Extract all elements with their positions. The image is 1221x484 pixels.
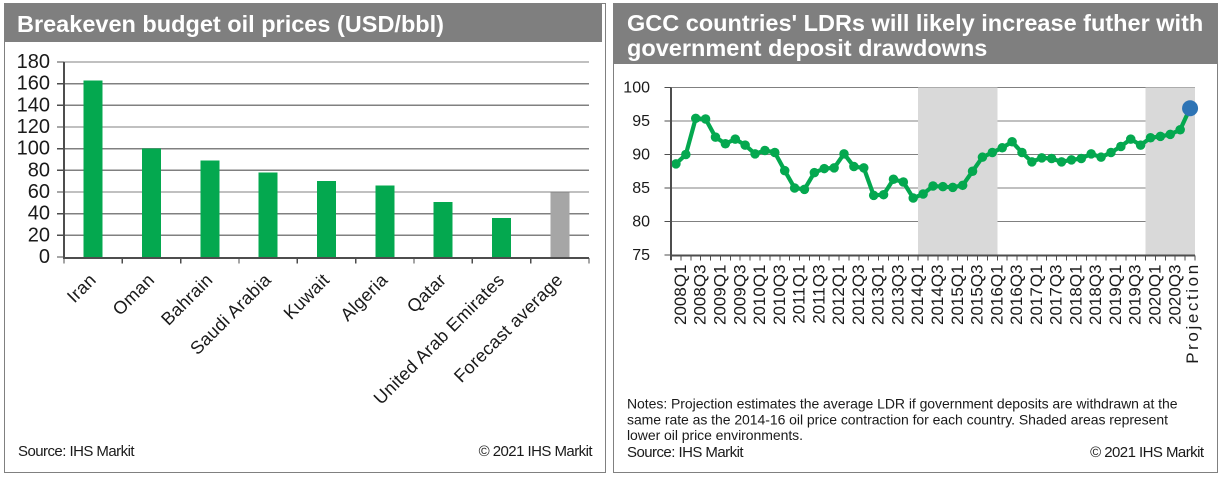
svg-text:160: 160 bbox=[17, 73, 50, 95]
svg-text:20: 20 bbox=[28, 224, 50, 246]
svg-text:75: 75 bbox=[632, 247, 650, 264]
svg-text:2012Q3: 2012Q3 bbox=[849, 265, 868, 326]
svg-text:2018Q1: 2018Q1 bbox=[1066, 265, 1085, 326]
svg-text:2008Q1: 2008Q1 bbox=[671, 265, 690, 326]
svg-text:95: 95 bbox=[632, 113, 650, 130]
svg-text:40: 40 bbox=[28, 203, 50, 225]
svg-text:2012Q1: 2012Q1 bbox=[829, 265, 848, 326]
svg-text:180: 180 bbox=[17, 51, 50, 73]
svg-text:2013Q3: 2013Q3 bbox=[888, 265, 907, 326]
svg-text:2011Q1: 2011Q1 bbox=[790, 265, 809, 324]
svg-text:Source: IHS Markit: Source: IHS Markit bbox=[627, 444, 744, 461]
svg-text:2015Q1: 2015Q1 bbox=[948, 265, 967, 326]
svg-text:2020Q1: 2020Q1 bbox=[1146, 265, 1165, 326]
svg-text:60: 60 bbox=[28, 181, 50, 203]
svg-text:2020Q3: 2020Q3 bbox=[1165, 265, 1184, 326]
svg-text:0: 0 bbox=[39, 246, 50, 268]
svg-text:100: 100 bbox=[17, 138, 50, 160]
svg-text:2016Q3: 2016Q3 bbox=[1007, 265, 1026, 326]
svg-text:2010Q1: 2010Q1 bbox=[750, 265, 769, 326]
svg-text:2016Q1: 2016Q1 bbox=[987, 265, 1006, 326]
svg-text:Projection: Projection bbox=[1183, 262, 1202, 364]
svg-text:90: 90 bbox=[632, 147, 650, 164]
svg-text:2009Q3: 2009Q3 bbox=[730, 265, 749, 326]
svg-text:2014Q3: 2014Q3 bbox=[928, 265, 947, 326]
svg-text:80: 80 bbox=[28, 159, 50, 181]
svg-text:120: 120 bbox=[17, 116, 50, 138]
svg-text:© 2021 IHS Markit: © 2021 IHS Markit bbox=[479, 443, 594, 460]
svg-text:2014Q1: 2014Q1 bbox=[908, 265, 927, 326]
svg-text:lower oil price environments.: lower oil price environments. bbox=[627, 427, 803, 443]
svg-text:80: 80 bbox=[632, 214, 650, 231]
svg-text:85: 85 bbox=[632, 180, 650, 197]
svg-text:2019Q1: 2019Q1 bbox=[1106, 265, 1125, 326]
svg-text:2013Q1: 2013Q1 bbox=[869, 265, 888, 326]
svg-text:2008Q3: 2008Q3 bbox=[691, 265, 710, 326]
svg-text:2017Q3: 2017Q3 bbox=[1047, 265, 1066, 326]
svg-text:2009Q1: 2009Q1 bbox=[710, 265, 729, 326]
svg-text:Source: IHS Markit: Source: IHS Markit bbox=[18, 443, 135, 460]
svg-text:GCC countries' LDRs will likel: GCC countries' LDRs will likely increase… bbox=[627, 10, 1203, 36]
svg-text:Notes: Projection estimates th: Notes: Projection estimates the average … bbox=[627, 396, 1178, 412]
svg-text:© 2021 IHS Markit: © 2021 IHS Markit bbox=[1090, 444, 1205, 461]
svg-text:2017Q1: 2017Q1 bbox=[1027, 265, 1046, 326]
svg-text:2019Q3: 2019Q3 bbox=[1126, 265, 1145, 326]
svg-text:2010Q3: 2010Q3 bbox=[770, 265, 789, 326]
svg-text:2011Q3: 2011Q3 bbox=[809, 265, 828, 324]
svg-text:government deposit drawdowns: government deposit drawdowns bbox=[627, 35, 987, 61]
svg-text:2015Q3: 2015Q3 bbox=[968, 265, 987, 326]
svg-text:140: 140 bbox=[17, 94, 50, 116]
svg-text:100: 100 bbox=[623, 80, 650, 97]
svg-text:Breakeven budget oil prices (U: Breakeven budget oil prices (USD/bbl) bbox=[17, 11, 444, 37]
svg-text:2018Q3: 2018Q3 bbox=[1086, 265, 1105, 326]
svg-text:same rate as the 2014-16 oil p: same rate as the 2014-16 oil price contr… bbox=[627, 411, 1168, 427]
